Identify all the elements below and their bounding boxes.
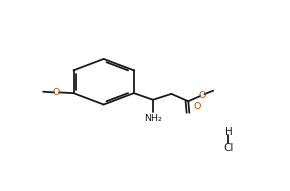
Text: O: O bbox=[199, 91, 206, 100]
Text: H: H bbox=[224, 127, 232, 137]
Text: O: O bbox=[193, 102, 201, 112]
Text: NH₂: NH₂ bbox=[144, 114, 162, 123]
Text: Cl: Cl bbox=[223, 143, 234, 153]
Text: O: O bbox=[53, 88, 60, 97]
